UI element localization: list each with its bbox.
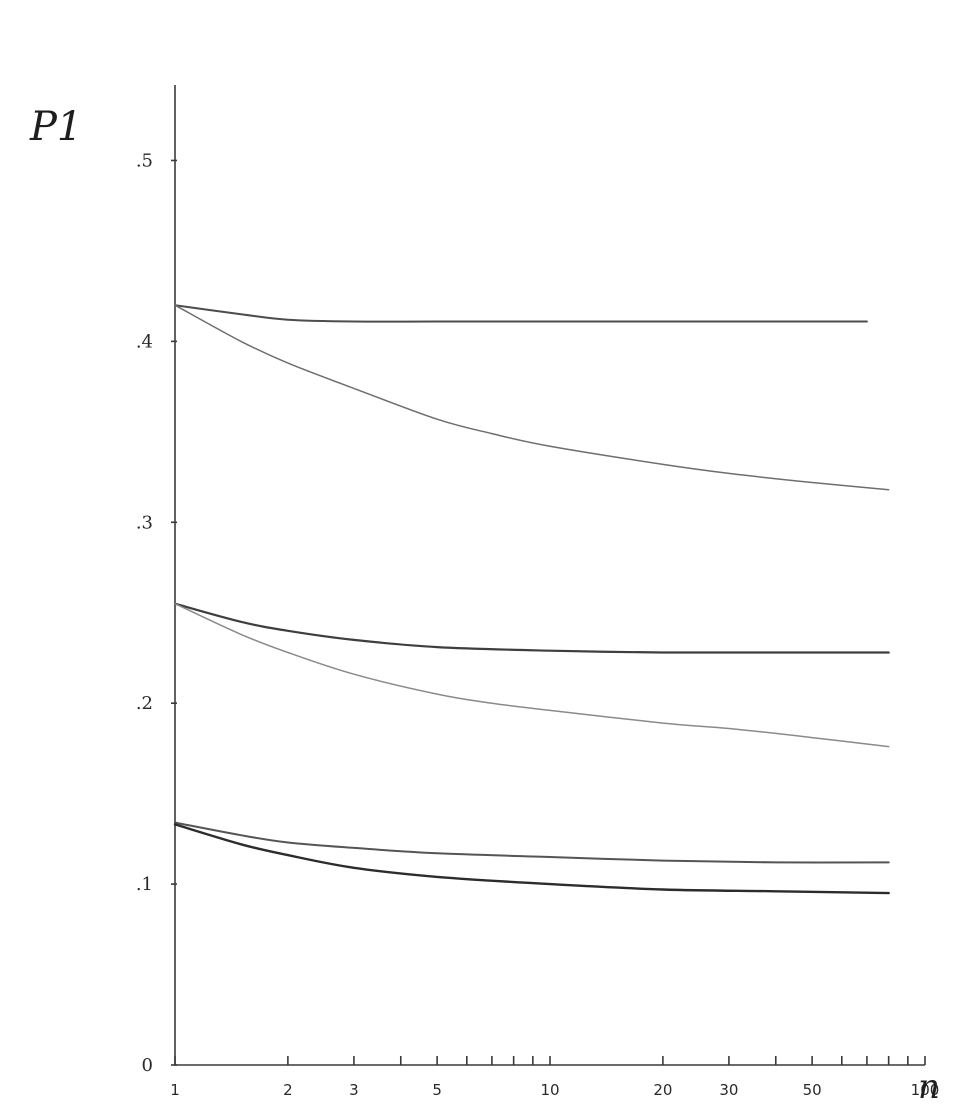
x-tick-label: 10 xyxy=(540,1081,559,1099)
x-tick-label: 5 xyxy=(432,1081,442,1099)
y-tick-label: .5 xyxy=(136,150,153,171)
x-tick-label: 30 xyxy=(719,1081,738,1099)
series-line-4 xyxy=(174,602,890,748)
y-tick-label: 0 xyxy=(142,1055,153,1076)
x-tick-label: 20 xyxy=(653,1081,672,1099)
series-line-6 xyxy=(173,823,890,895)
series-line-1 xyxy=(174,304,868,323)
x-tick-label: 3 xyxy=(349,1081,359,1099)
y-axis-title: P1 xyxy=(29,104,82,150)
series-line-5 xyxy=(174,821,890,864)
series-line-2 xyxy=(174,304,890,491)
x-tick-label: 100 xyxy=(911,1081,940,1099)
x-tick-label: 1 xyxy=(170,1081,180,1099)
plot-area xyxy=(173,304,890,895)
y-tick-label: .4 xyxy=(136,331,153,352)
y-tick-label: .3 xyxy=(136,512,153,533)
y-tick-label: .2 xyxy=(136,693,153,714)
axes xyxy=(171,85,926,1066)
series-line-3 xyxy=(173,602,890,654)
x-tick-label: 50 xyxy=(803,1081,822,1099)
x-axis-title: n xyxy=(918,1067,940,1107)
x-tick-label: 2 xyxy=(283,1081,293,1099)
tick-labels: 1 2 3 5 10 20 30 50 100 0 .1 .2 .3 .4 .5 xyxy=(136,150,940,1099)
y-tick-label: .1 xyxy=(136,874,153,895)
